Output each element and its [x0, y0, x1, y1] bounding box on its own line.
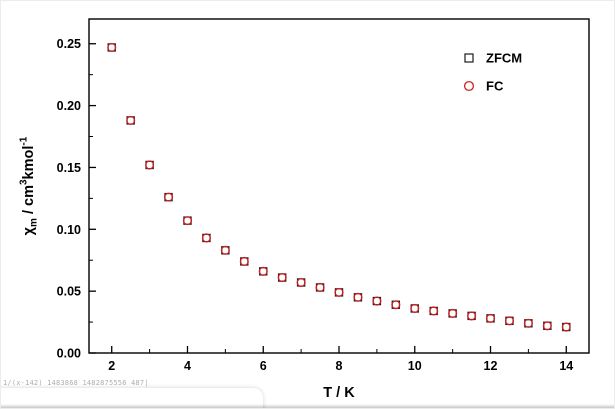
fc-marker [258, 266, 268, 276]
x-tick-label: 2 [108, 359, 115, 373]
fc-marker [542, 321, 552, 331]
x-tick-label: 4 [184, 359, 191, 373]
overlay-box [1, 388, 263, 408]
fc-marker [485, 313, 496, 323]
x-tick-label: 8 [336, 359, 343, 373]
legend-fc-marker [463, 80, 475, 92]
y-tick-label: 0.20 [57, 99, 81, 113]
fc-marker [504, 316, 515, 326]
plot-border [88, 18, 590, 354]
fc-marker [220, 245, 230, 255]
fc-marker [163, 192, 174, 202]
fc-marker [126, 115, 136, 125]
fc-marker [201, 233, 211, 243]
fc-marker [467, 311, 477, 321]
x-tick-label: 6 [260, 359, 267, 373]
fc-marker [277, 272, 287, 283]
fc-marker [107, 42, 117, 53]
y-tick-label: 0.25 [57, 37, 81, 51]
x-tick-label: 14 [559, 359, 573, 373]
x-axis: 2 4 6 8 10 12 14 [108, 346, 573, 373]
fc-marker [182, 216, 193, 226]
x-axis-label: T / K [323, 385, 355, 401]
fc-marker [561, 322, 571, 332]
x-tick-label: 12 [484, 359, 498, 373]
fc-marker [353, 292, 363, 302]
series-fc [107, 42, 571, 332]
y-tick-label: 0.15 [57, 161, 81, 175]
fc-marker [391, 300, 401, 310]
fc-marker [296, 277, 306, 288]
watermark-text: 1/(x-142) 1483868 1482875556 487| [3, 379, 149, 387]
fc-marker [448, 308, 458, 318]
fc-marker [410, 303, 420, 314]
fc-marker [145, 160, 155, 170]
legend-fc-label: FC [486, 79, 504, 94]
fc-marker [334, 287, 344, 297]
fc-marker [372, 296, 382, 306]
legend-zfcm-marker [464, 53, 474, 63]
y-axis-label: χm / cm3kmol-1 [19, 136, 40, 235]
y-tick-label: 0.10 [57, 223, 81, 237]
x-tick-label: 10 [408, 359, 422, 373]
fc-marker [239, 256, 249, 267]
y-tick-label: 0.00 [57, 347, 81, 361]
legend: ZFCM FC [463, 51, 522, 94]
fc-marker [315, 282, 325, 292]
fc-marker [429, 306, 439, 316]
y-tick-label: 0.05 [57, 285, 81, 299]
fc-marker [523, 318, 533, 328]
legend-zfcm-label: ZFCM [486, 51, 522, 66]
y-axis: 0.00 0.05 0.10 0.15 0.20 0.25 [57, 37, 96, 361]
